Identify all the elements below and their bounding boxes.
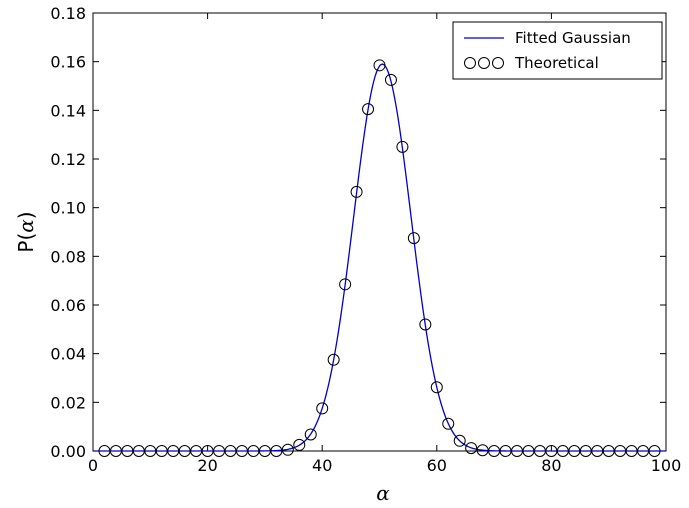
x-tick-label: 20	[197, 456, 217, 475]
y-tick-label: 0.04	[50, 345, 86, 364]
fitted-gaussian-line	[93, 63, 666, 452]
x-tick-label: 80	[541, 456, 561, 475]
theoretical-point	[384, 73, 397, 86]
x-tick-label: 40	[312, 456, 332, 475]
x-axis-label: α	[376, 481, 390, 505]
y-tick-label: 0.10	[50, 199, 86, 218]
x-tick-label: 60	[427, 456, 447, 475]
theoretical-point	[373, 59, 386, 72]
x-tick-label: 0	[88, 456, 98, 475]
theoretical-point	[453, 434, 466, 447]
y-tick-label: 0.08	[50, 247, 86, 266]
theoretical-point	[362, 103, 375, 116]
legend-marker-3	[492, 57, 504, 69]
plot-frame	[92, 12, 667, 452]
y-tick-label: 0.00	[50, 442, 86, 461]
theoretical-point	[270, 445, 283, 457]
legend-marker-2	[478, 57, 490, 69]
theoretical-point	[648, 445, 661, 457]
legend-theoretical-label: Theoretical	[514, 54, 599, 72]
x-ticks: 0 20 40 60 80 100	[88, 13, 681, 475]
theoretical-point	[304, 428, 317, 441]
theoretical-point	[327, 353, 340, 366]
y-tick-label: 0.16	[50, 53, 86, 72]
y-tick-label: 0.14	[50, 101, 86, 120]
theoretical-point	[442, 417, 455, 430]
legend-marker-1	[464, 57, 476, 69]
theoretical-point	[465, 442, 478, 455]
y-tick-label: 0.12	[50, 150, 86, 169]
x-tick-label: 100	[651, 456, 682, 475]
theoretical-point	[293, 438, 306, 451]
theoretical-point	[476, 444, 489, 457]
theoretical-point	[316, 402, 329, 415]
legend: Fitted Gaussian Theoretical	[452, 21, 663, 80]
legend-box	[452, 21, 663, 80]
theoretical-point	[350, 185, 363, 198]
legend-fitted-label: Fitted Gaussian	[515, 29, 631, 47]
y-tick-label: 0.18	[50, 4, 86, 23]
y-tick-label: 0.06	[50, 296, 86, 315]
theoretical-point	[419, 318, 432, 331]
y-ticks: 0.00 0.02 0.04 0.06 0.08 0.10 0.12 0.14 0.16 0.18	[50, 4, 666, 461]
theoretical-point	[339, 278, 352, 291]
y-axis-label: P(α)	[14, 211, 38, 252]
theoretical-markers	[98, 59, 661, 457]
theoretical-point	[407, 232, 420, 245]
theoretical-point	[281, 443, 294, 456]
y-tick-label: 0.02	[50, 393, 86, 412]
theoretical-point	[396, 140, 409, 153]
theoretical-point	[430, 381, 443, 394]
